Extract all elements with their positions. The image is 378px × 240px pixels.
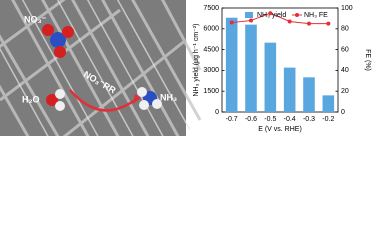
annotation: H₂O [22,94,40,104]
fe-marker [326,21,331,26]
y2-tick-label: 80 [341,26,349,33]
water-molecule [46,89,65,111]
x-tick-label: -0.3 [303,116,315,123]
graphical-abstract: NO₃⁻ NO₃⁻RR H₂O NH₃ E (V vs. RHE) NH₃ yi… [0,0,371,136]
y2-tick-label: 60 [341,46,349,53]
x-tick-label: -0.4 [284,116,296,123]
y-tick-label: 0 [215,109,219,116]
bar [322,95,335,112]
y2-tick-label: 100 [341,5,353,12]
nitrate-molecule [42,24,74,58]
arrow-head [133,94,141,104]
ammonia-molecule [137,87,162,110]
y-axis-label: NH₃ yield (μg h⁻¹ cm⁻²) [193,23,200,96]
nanowires-light [0,0,191,136]
fe-line [231,12,329,25]
fe-marker [249,18,253,23]
annotation: NO₃⁻ [24,14,47,24]
fe-marker [229,20,234,25]
legend-label: NH₃ FE [304,12,328,19]
x-axis-label: E (V vs. RHE) [258,126,302,133]
y2-tick-label: 0 [341,109,345,116]
x-tick-label: -0.7 [226,116,238,123]
bar [264,42,277,112]
legend-swatch [295,13,299,17]
y2-axis-label: FE (%) [364,49,371,71]
x-tick-label: -0.6 [245,116,257,123]
x-tick-label: -0.5 [264,116,276,123]
page: NO₃⁻ NO₃⁻RR H₂O NH₃ E (V vs. RHE) NH₃ yi… [0,0,372,136]
plot-frame [221,7,339,113]
fe-marker [287,19,292,24]
fe-marker [268,11,273,16]
y-tick-label: 4500 [203,46,219,53]
fe-marker [307,21,311,26]
y2-tick-label: 20 [341,88,349,95]
legend-swatch [245,12,253,18]
bar [283,67,296,112]
reaction-arrow [69,89,136,112]
y-tick-label: 7500 [203,5,219,12]
y2-tick-label: 40 [341,67,349,74]
y-tick-label: 3000 [203,67,219,74]
legend-label: NH₃ yield [257,12,286,19]
annotation: NH₃ [160,92,177,102]
x-tick-label: -0.2 [322,116,334,123]
y-tick-label: 1500 [203,88,219,95]
bar [303,77,315,112]
y-tick-label: 6000 [203,26,219,33]
sem-image: NO₃⁻ NO₃⁻RR H₂O NH₃ [0,0,202,136]
bar [245,24,257,112]
bar [225,17,238,113]
